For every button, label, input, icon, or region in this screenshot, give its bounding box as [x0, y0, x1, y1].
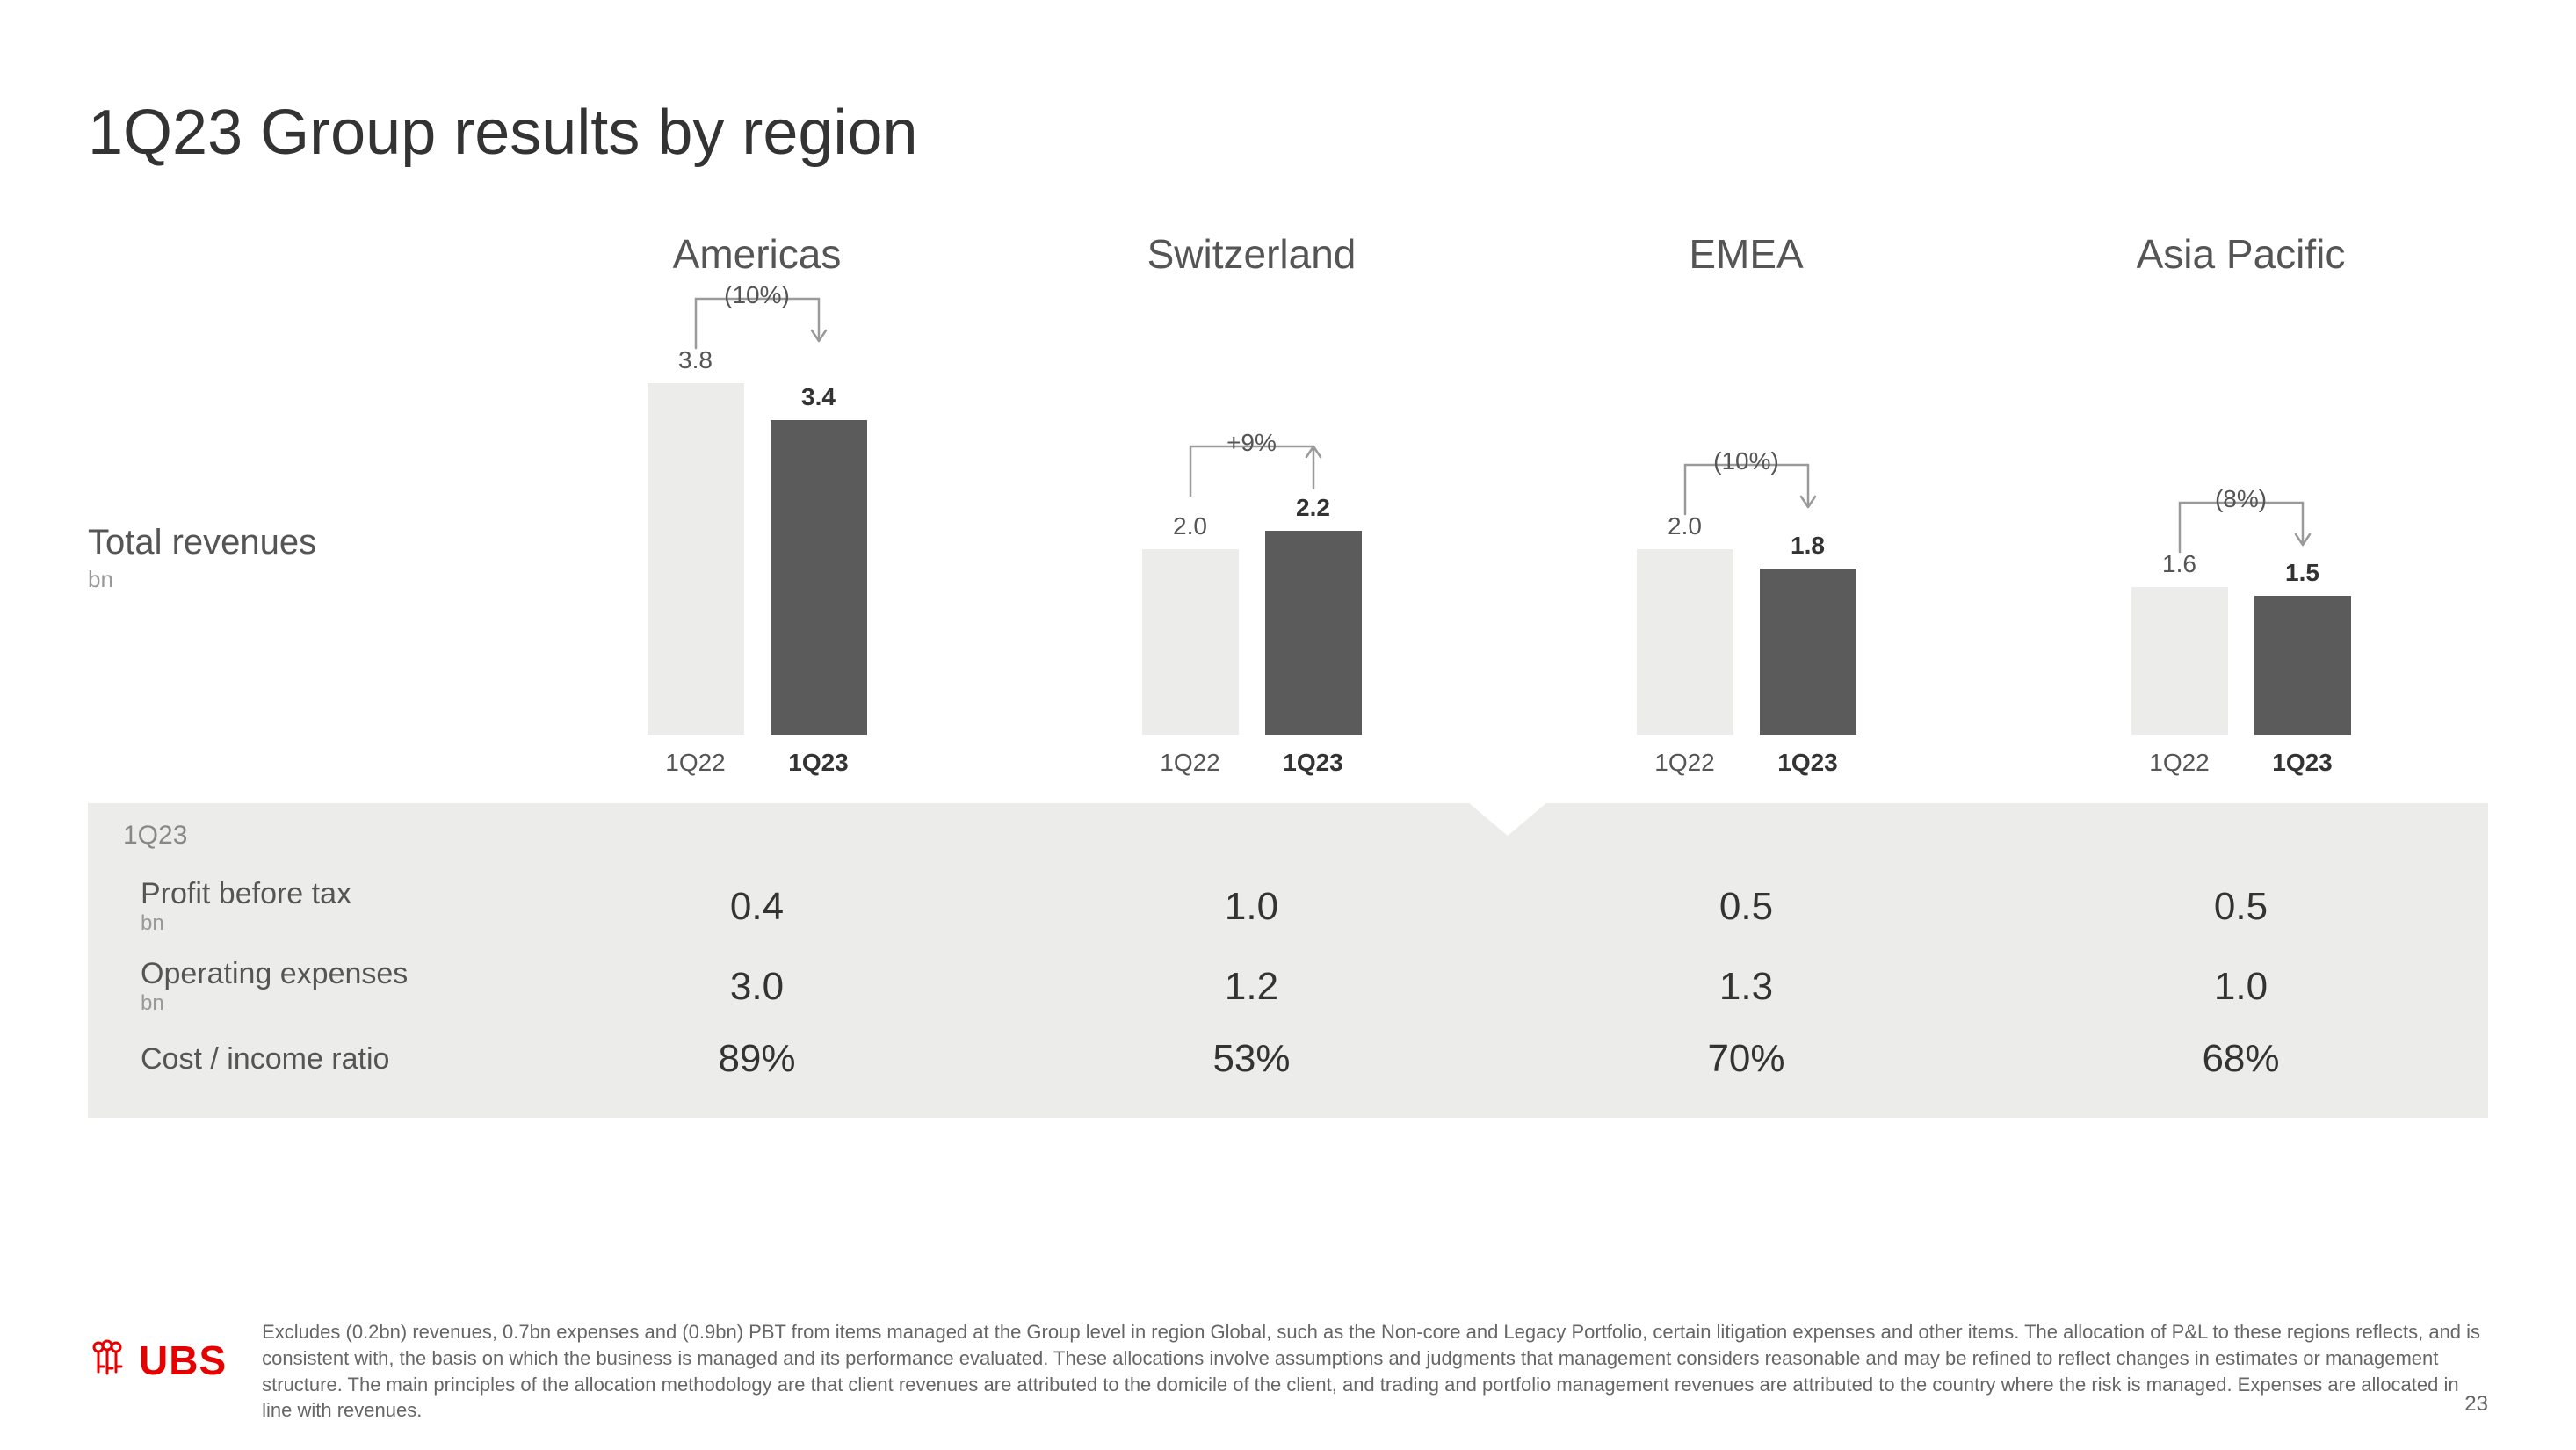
bar-curr-value-3: 1.5	[2285, 559, 2319, 587]
metric-row-0: Profit before tax bn 0.41.00.50.5	[88, 866, 2488, 946]
metric-val-2-0: 89%	[510, 1037, 1004, 1081]
metric-label-0: Profit before tax bn	[88, 877, 510, 936]
region-header-row: Americas Switzerland EMEA Asia Pacific	[88, 230, 2488, 286]
metric-row-2: Cost / income ratio 89%53%70%68%	[88, 1026, 2488, 1091]
bar-prev-1: 2.0	[1142, 512, 1239, 735]
chart-cell-2: (10%) 2.0 1.8 1Q22 1Q23	[1499, 339, 1994, 777]
ubs-keys-icon	[88, 1338, 127, 1383]
revenue-row-label: Total revenues bn	[88, 523, 510, 593]
xlabel-curr-2: 1Q23	[1760, 749, 1856, 777]
xlabel-prev-3: 1Q22	[2131, 749, 2228, 777]
metric-val-0-2: 0.5	[1499, 885, 1994, 929]
metric-val-0-3: 0.5	[1994, 885, 2488, 929]
metric-val-1-1: 1.2	[1004, 965, 1499, 1009]
xlabel-curr-3: 1Q23	[2254, 749, 2351, 777]
bar-prev-0: 3.8	[648, 346, 744, 735]
metric-row-1: Operating expenses bn 3.01.21.31.0	[88, 946, 2488, 1026]
chart-cell-0: (10%) 3.8 3.4 1Q22 1Q23	[510, 339, 1004, 777]
page-title: 1Q23 Group results by region	[88, 97, 2488, 169]
metric-val-0-1: 1.0	[1004, 885, 1499, 929]
metric-val-2-1: 53%	[1004, 1037, 1499, 1081]
revenue-label-unit: bn	[88, 566, 510, 593]
xlabel-prev-1: 1Q22	[1142, 749, 1239, 777]
bar-curr-value-2: 1.8	[1791, 532, 1825, 560]
footer: UBS Excludes (0.2bn) revenues, 0.7bn exp…	[88, 1319, 2488, 1424]
xlabel-prev-2: 1Q22	[1637, 749, 1733, 777]
xlabel-curr-1: 1Q23	[1265, 749, 1362, 777]
metrics-panel: 1Q23 Profit before tax bn 0.41.00.50.5 O…	[88, 803, 2488, 1118]
metric-val-1-3: 1.0	[1994, 965, 2488, 1009]
region-header-1: Switzerland	[1004, 230, 1499, 286]
metric-val-1-2: 1.3	[1499, 965, 1994, 1009]
xlabel-prev-0: 1Q22	[648, 749, 744, 777]
footnote-text: Excludes (0.2bn) revenues, 0.7bn expense…	[262, 1319, 2488, 1424]
metric-val-1-0: 3.0	[510, 965, 1004, 1009]
metric-val-0-0: 0.4	[510, 885, 1004, 929]
region-header-3: Asia Pacific	[1994, 230, 2488, 286]
revenue-label-text: Total revenues	[88, 523, 510, 562]
revenue-chart-row: Total revenues bn (10%) 3.8 3.4 1Q22	[88, 339, 2488, 777]
bar-prev-2: 2.0	[1637, 512, 1733, 735]
bar-curr-value-0: 3.4	[801, 383, 836, 411]
metric-label-1: Operating expenses bn	[88, 957, 510, 1016]
metric-label-2: Cost / income ratio	[88, 1042, 510, 1077]
chart-cell-3: (8%) 1.6 1.5 1Q22 1Q23	[1994, 339, 2488, 777]
region-header-2: EMEA	[1499, 230, 1994, 286]
delta-label-3: (8%)	[2131, 485, 2351, 513]
delta-label-0: (10%)	[648, 281, 867, 309]
region-header-0: Americas	[510, 230, 1004, 286]
delta-label-1: +9%	[1142, 429, 1362, 457]
metrics-period: 1Q23	[88, 821, 2488, 851]
page-number: 23	[2464, 1392, 2488, 1417]
chart-cell-1: +9% 2.0 2.2 1Q22 1Q23	[1004, 339, 1499, 777]
delta-label-2: (10%)	[1637, 447, 1856, 475]
bar-curr-0: 3.4	[771, 383, 867, 735]
bar-curr-1: 2.2	[1265, 494, 1362, 735]
bar-prev-3: 1.6	[2131, 550, 2228, 735]
ubs-logo: UBS	[88, 1337, 227, 1384]
panel-notch	[1468, 802, 1547, 836]
bar-curr-2: 1.8	[1760, 532, 1856, 735]
xlabel-curr-0: 1Q23	[771, 749, 867, 777]
bar-curr-3: 1.5	[2254, 559, 2351, 735]
metric-val-2-3: 68%	[1994, 1037, 2488, 1081]
ubs-wordmark: UBS	[139, 1337, 227, 1384]
bar-prev-value-1: 2.0	[1173, 512, 1207, 540]
metric-val-2-2: 70%	[1499, 1037, 1994, 1081]
